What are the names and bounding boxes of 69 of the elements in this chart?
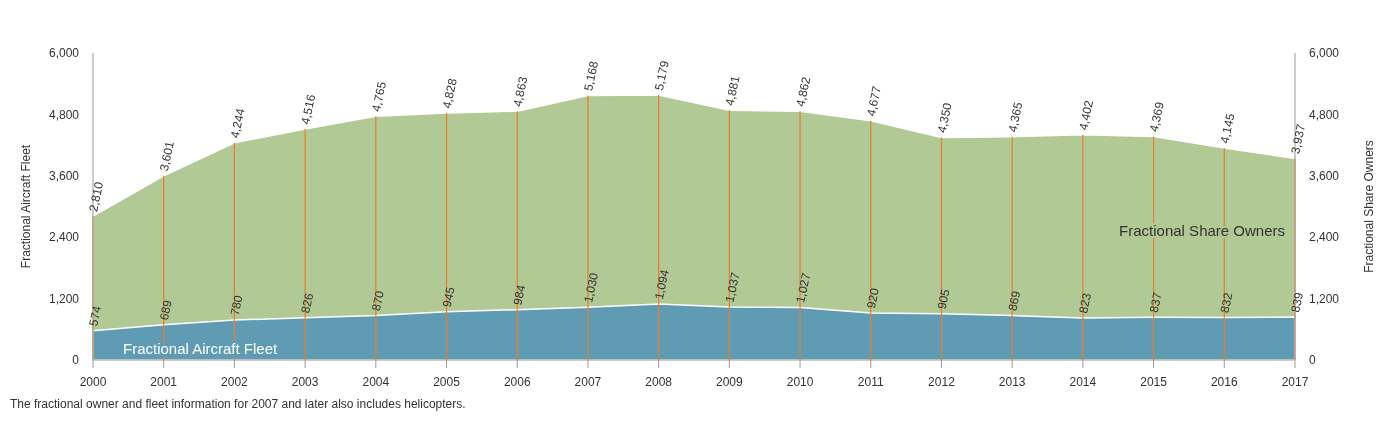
y-axis-title: Fractional Aircraft Fleet: [19, 144, 33, 269]
data-label: 4,244: [227, 106, 248, 140]
text: The fractional owner and fleet information for 2007 and later also includes helicopters.: [10, 397, 466, 411]
data-label: 780: [227, 293, 246, 317]
x-tick-label: 2002: [221, 375, 249, 389]
x-tick-label: 2016: [1210, 375, 1238, 389]
data-label: 574: [86, 304, 105, 328]
data-label: 1,027: [793, 271, 814, 305]
data-label: 905: [934, 287, 953, 311]
y2-tick-label: 1,200: [1309, 291, 1340, 306]
y2-tick-label: 3,600: [1309, 169, 1340, 183]
y2-axis-title: Fractional Share Owners: [1362, 140, 1376, 273]
data-label: 869: [1005, 289, 1024, 313]
x-tick-label: 2015: [1140, 375, 1168, 389]
y-tick-label: 3,600: [48, 169, 80, 183]
y-tick-label: 2,400: [48, 230, 80, 245]
data-label: 4,145: [1217, 111, 1238, 145]
data-label: 4,402: [1076, 98, 1097, 132]
data-label: 4,516: [298, 92, 319, 126]
x-tick-label: 2008: [645, 375, 673, 389]
x-tick-label: 2005: [433, 375, 461, 389]
data-label: 4,862: [793, 75, 814, 108]
data-label: 1,030: [581, 271, 602, 304]
data-label: 4,765: [369, 80, 390, 113]
data-label: 832: [1217, 291, 1236, 315]
x-tick-label: 2017: [1281, 375, 1309, 389]
x-tick-label: 2011: [857, 375, 884, 389]
y2-tick-label: 4,800: [1309, 107, 1340, 122]
y-tick-label: 0: [72, 353, 80, 368]
y-tick-label: 1,200: [48, 291, 80, 306]
data-label: 4,677: [864, 84, 885, 118]
data-label: 3,601: [156, 139, 177, 173]
x-tick-label: 2009: [716, 375, 744, 389]
y2-tick-label: 6,000: [1309, 46, 1340, 61]
data-label: 839: [1288, 290, 1307, 314]
data-label: 984: [510, 283, 529, 307]
data-label: 5,168: [581, 59, 602, 93]
data-label: 823: [1076, 291, 1095, 315]
y-tick-label: 4,800: [48, 107, 80, 122]
data-label: 837: [1146, 290, 1165, 314]
data-label: 920: [864, 286, 882, 310]
data-label: 689: [156, 298, 175, 322]
data-label: 4,365: [1005, 100, 1026, 134]
x-tick-label: 2010: [786, 375, 814, 389]
x-tick-label: 2003: [291, 375, 319, 389]
y2-tick-label: 0: [1309, 353, 1316, 368]
x-tick-label: 2014: [1069, 375, 1097, 389]
data-label: 4,350: [934, 101, 955, 135]
x-tick-label: 2006: [503, 375, 531, 389]
data-label: 5,179: [651, 59, 672, 92]
x-tick-label: 2004: [362, 375, 390, 389]
data-label: 2,810: [86, 180, 107, 213]
data-label: 870: [369, 289, 387, 313]
data-label: 4,828: [439, 76, 460, 110]
data-label: 3,937: [1288, 122, 1309, 156]
data-label: 1,094: [651, 268, 672, 301]
x-tick-label: 2013: [998, 375, 1026, 389]
data-label: 826: [298, 291, 317, 315]
y-tick-label: 6,000: [48, 46, 80, 61]
data-label: 945: [439, 285, 458, 309]
x-tick-label: 2001: [150, 375, 178, 389]
data-label: 4,881: [722, 74, 743, 107]
y2-tick-label: 2,400: [1309, 230, 1340, 245]
x-tick-label: 2012: [928, 375, 956, 389]
data-label: 1,037: [722, 270, 743, 304]
data-label: 4,369: [1146, 100, 1167, 134]
data-label: 4,863: [510, 75, 531, 108]
x-tick-label: 2007: [574, 375, 602, 389]
x-tick-label: 2000: [79, 375, 107, 389]
